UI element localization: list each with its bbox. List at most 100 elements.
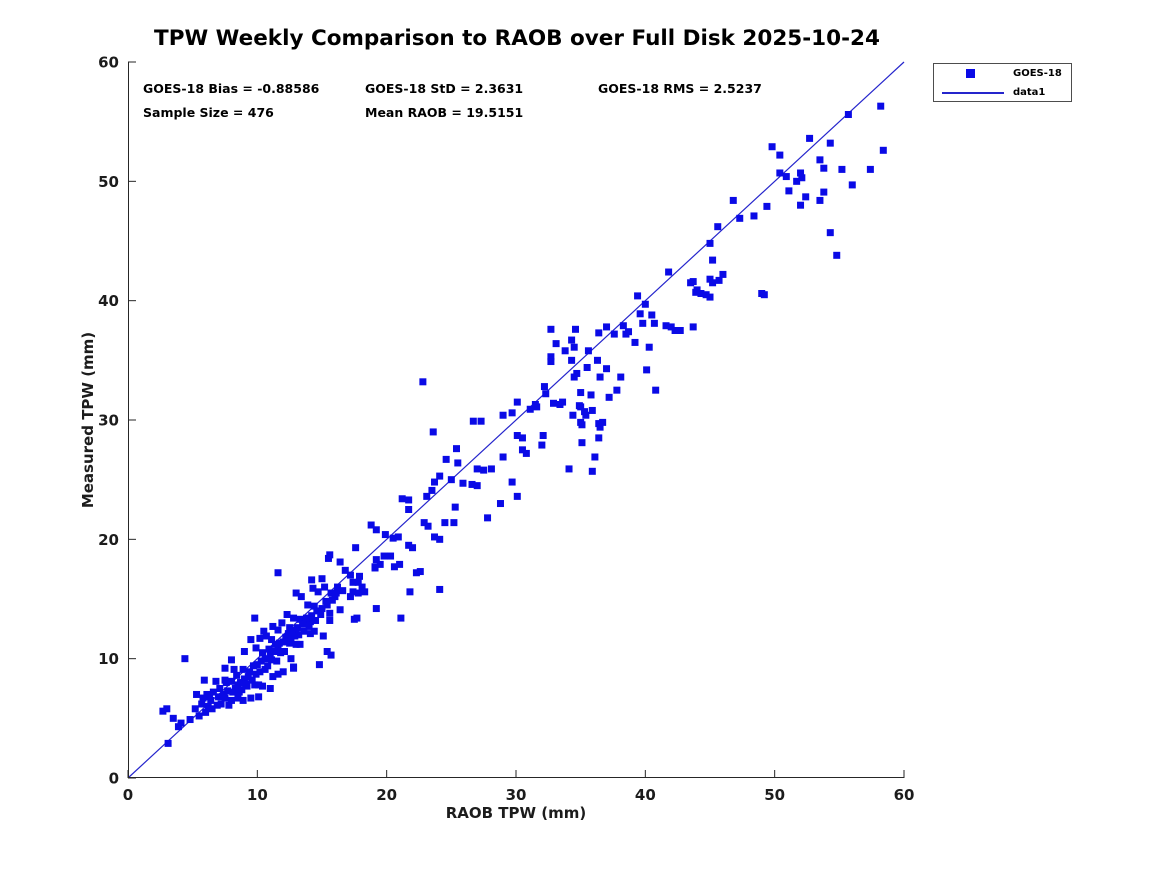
chart-title: TPW Weekly Comparison to RAOB over Full … — [154, 26, 880, 51]
scatter-point — [372, 526, 380, 534]
x-axis-label: RAOB TPW (mm) — [445, 804, 587, 822]
scatter-point — [453, 445, 461, 453]
scatter-point — [269, 622, 277, 630]
scatter-point — [838, 165, 846, 173]
scatter-point — [292, 640, 300, 648]
scatter-point — [308, 576, 316, 584]
scatter-point — [251, 681, 259, 689]
scatter-point — [578, 421, 586, 429]
scatter-point — [441, 519, 449, 527]
scatter-point — [697, 290, 705, 298]
scatter-point — [259, 682, 267, 690]
scatter-point — [667, 323, 675, 331]
scatter-point — [522, 449, 530, 457]
scatter-point — [584, 347, 592, 355]
legend-line-swatch — [942, 92, 1004, 94]
y-tick-label: 40 — [98, 292, 119, 310]
scatter-point — [264, 662, 272, 670]
y-tick-label: 10 — [98, 650, 119, 668]
x-tick-label: 20 — [376, 786, 397, 804]
scatter-point — [436, 472, 444, 480]
scatter-point — [230, 665, 238, 673]
scatter-point — [450, 519, 458, 527]
scatter-point — [593, 356, 601, 364]
scatter-point — [266, 685, 274, 692]
scatter-point — [299, 620, 307, 628]
scatter-point — [625, 328, 633, 336]
scatter-point — [213, 701, 221, 709]
scatter-point — [714, 223, 722, 231]
scatter-point — [588, 406, 596, 414]
scatter-point — [665, 268, 673, 276]
scatter-point — [229, 688, 237, 696]
scatter-point — [499, 411, 507, 419]
scatter-point — [280, 648, 288, 656]
scatter-point — [286, 639, 294, 647]
scatter-point — [706, 293, 714, 301]
scatter-point — [648, 311, 656, 319]
scatter-point — [290, 663, 298, 671]
scatter-point — [262, 632, 270, 640]
scatter-point — [758, 290, 766, 298]
x-tick-label: 30 — [506, 786, 527, 804]
scatter-point — [354, 578, 362, 586]
scatter-point — [274, 644, 282, 652]
scatter-point — [451, 503, 459, 511]
scatter-point — [169, 714, 177, 722]
scatter-point — [261, 655, 269, 663]
scatter-point — [312, 616, 320, 624]
scatter-point — [692, 288, 700, 296]
scatter-point — [296, 615, 304, 623]
scatter-point — [339, 587, 347, 595]
scatter-point — [319, 632, 327, 640]
scatter-point — [552, 340, 560, 348]
scatter-point — [323, 648, 331, 656]
scatter-point — [266, 651, 274, 659]
scatter-point — [397, 614, 405, 622]
scatter-point — [300, 627, 308, 635]
scatter-point — [292, 589, 300, 597]
scatter-point — [291, 632, 299, 640]
y-tick-label: 50 — [98, 173, 119, 191]
scatter-point — [508, 478, 516, 486]
scatter-point — [237, 679, 245, 687]
scatter-point — [318, 575, 326, 583]
scatter-point — [423, 492, 431, 500]
scatter-point — [496, 500, 504, 508]
scatter-point — [526, 405, 534, 413]
scatter-point — [326, 609, 334, 617]
scatter-point — [354, 589, 362, 597]
scatter-point — [687, 279, 695, 287]
scatter-point — [480, 466, 488, 474]
scatter-point — [352, 544, 360, 552]
scatter-point — [310, 602, 318, 610]
scatter-point — [221, 664, 229, 672]
scatter-point — [240, 648, 248, 656]
scatter-point — [826, 229, 834, 237]
scatter-point — [227, 656, 235, 664]
scatter-point — [785, 187, 793, 195]
scatter-point — [603, 323, 611, 331]
scatter-point — [652, 386, 660, 394]
scatter-point — [271, 640, 279, 648]
scatter-point — [866, 165, 874, 173]
scatter-point — [309, 584, 317, 592]
scatter-point — [277, 649, 285, 657]
scatter-point — [676, 327, 684, 334]
scatter-point — [419, 378, 427, 386]
scatter-point — [508, 409, 516, 417]
scatter-point — [577, 389, 585, 397]
scatter-point — [431, 533, 439, 541]
legend-marker-label: GOES-18 — [1013, 68, 1062, 79]
scatter-point — [583, 363, 591, 371]
scatter-point — [317, 611, 325, 619]
scatter-point — [709, 279, 717, 287]
scatter-point — [389, 534, 397, 542]
legend-marker-swatch — [966, 69, 975, 78]
stat-rms: GOES-18 RMS = 2.5237 — [598, 81, 762, 96]
scatter-point — [274, 569, 282, 577]
scatter-point — [293, 624, 301, 632]
scatter-point — [719, 270, 727, 278]
y-axis-label: Measured TPW (mm) — [79, 331, 97, 509]
stat-sample-size: Sample Size = 476 — [143, 105, 274, 120]
